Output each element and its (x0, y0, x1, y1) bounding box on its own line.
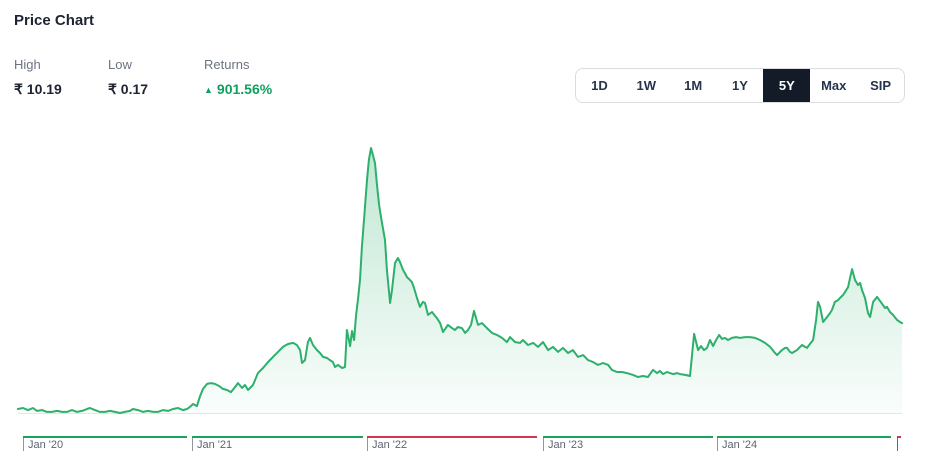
stat-returns: Returns ▲ 901.56% (204, 57, 298, 98)
x-axis-segment: Jan '21 (192, 436, 363, 454)
range-button-1y[interactable]: 1Y (717, 69, 764, 102)
up-arrow-icon: ▲ (204, 85, 213, 95)
x-axis-label: Jan '21 (197, 439, 233, 451)
x-axis-label: Jan '20 (28, 439, 64, 451)
x-axis-tick (897, 438, 898, 451)
range-button-sip[interactable]: SIP (857, 69, 904, 102)
x-axis-tick (23, 438, 24, 451)
stat-low-value: ₹ 0.17 (108, 81, 149, 97)
time-range-selector: 1D 1W 1M 1Y 5Y Max SIP (575, 68, 905, 103)
stat-low-label: Low (108, 57, 132, 72)
x-axis-label: Jan '22 (372, 439, 408, 451)
x-axis-tick (367, 438, 368, 451)
stat-returns-value: ▲ 901.56% (204, 81, 298, 97)
x-axis-tick (543, 438, 544, 451)
x-axis-label: Jan '24 (722, 439, 758, 451)
x-axis-label: Jan '23 (548, 439, 584, 451)
stat-high-value: ₹ 10.19 (14, 81, 62, 97)
page-title: Price Chart (14, 12, 95, 29)
stat-returns-percent: 901.56% (216, 81, 273, 97)
x-axis-segment: Jan '22 (367, 436, 537, 454)
x-axis-segment: Jan '24 (717, 436, 891, 454)
range-button-1w[interactable]: 1W (623, 69, 670, 102)
stat-returns-label: Returns (204, 57, 250, 72)
price-area-fill (17, 148, 903, 414)
range-button-max[interactable]: Max (810, 69, 857, 102)
x-axis-tick (717, 438, 718, 451)
x-axis-segment: Jan '20 (23, 436, 187, 454)
stats-row: High ₹ 10.19 Low ₹ 0.17 Returns ▲ 901.56% (14, 57, 298, 98)
range-button-1m[interactable]: 1M (670, 69, 717, 102)
stat-low: Low ₹ 0.17 (108, 57, 204, 98)
x-axis-segment (897, 436, 901, 454)
stat-high-label: High (14, 57, 41, 72)
range-button-1d[interactable]: 1D (576, 69, 623, 102)
price-line (16, 147, 904, 414)
range-button-5y[interactable]: 5Y (763, 69, 811, 102)
stat-high: High ₹ 10.19 (14, 57, 108, 98)
x-axis-segment: Jan '23 (543, 436, 713, 454)
x-axis-tick (192, 438, 193, 451)
